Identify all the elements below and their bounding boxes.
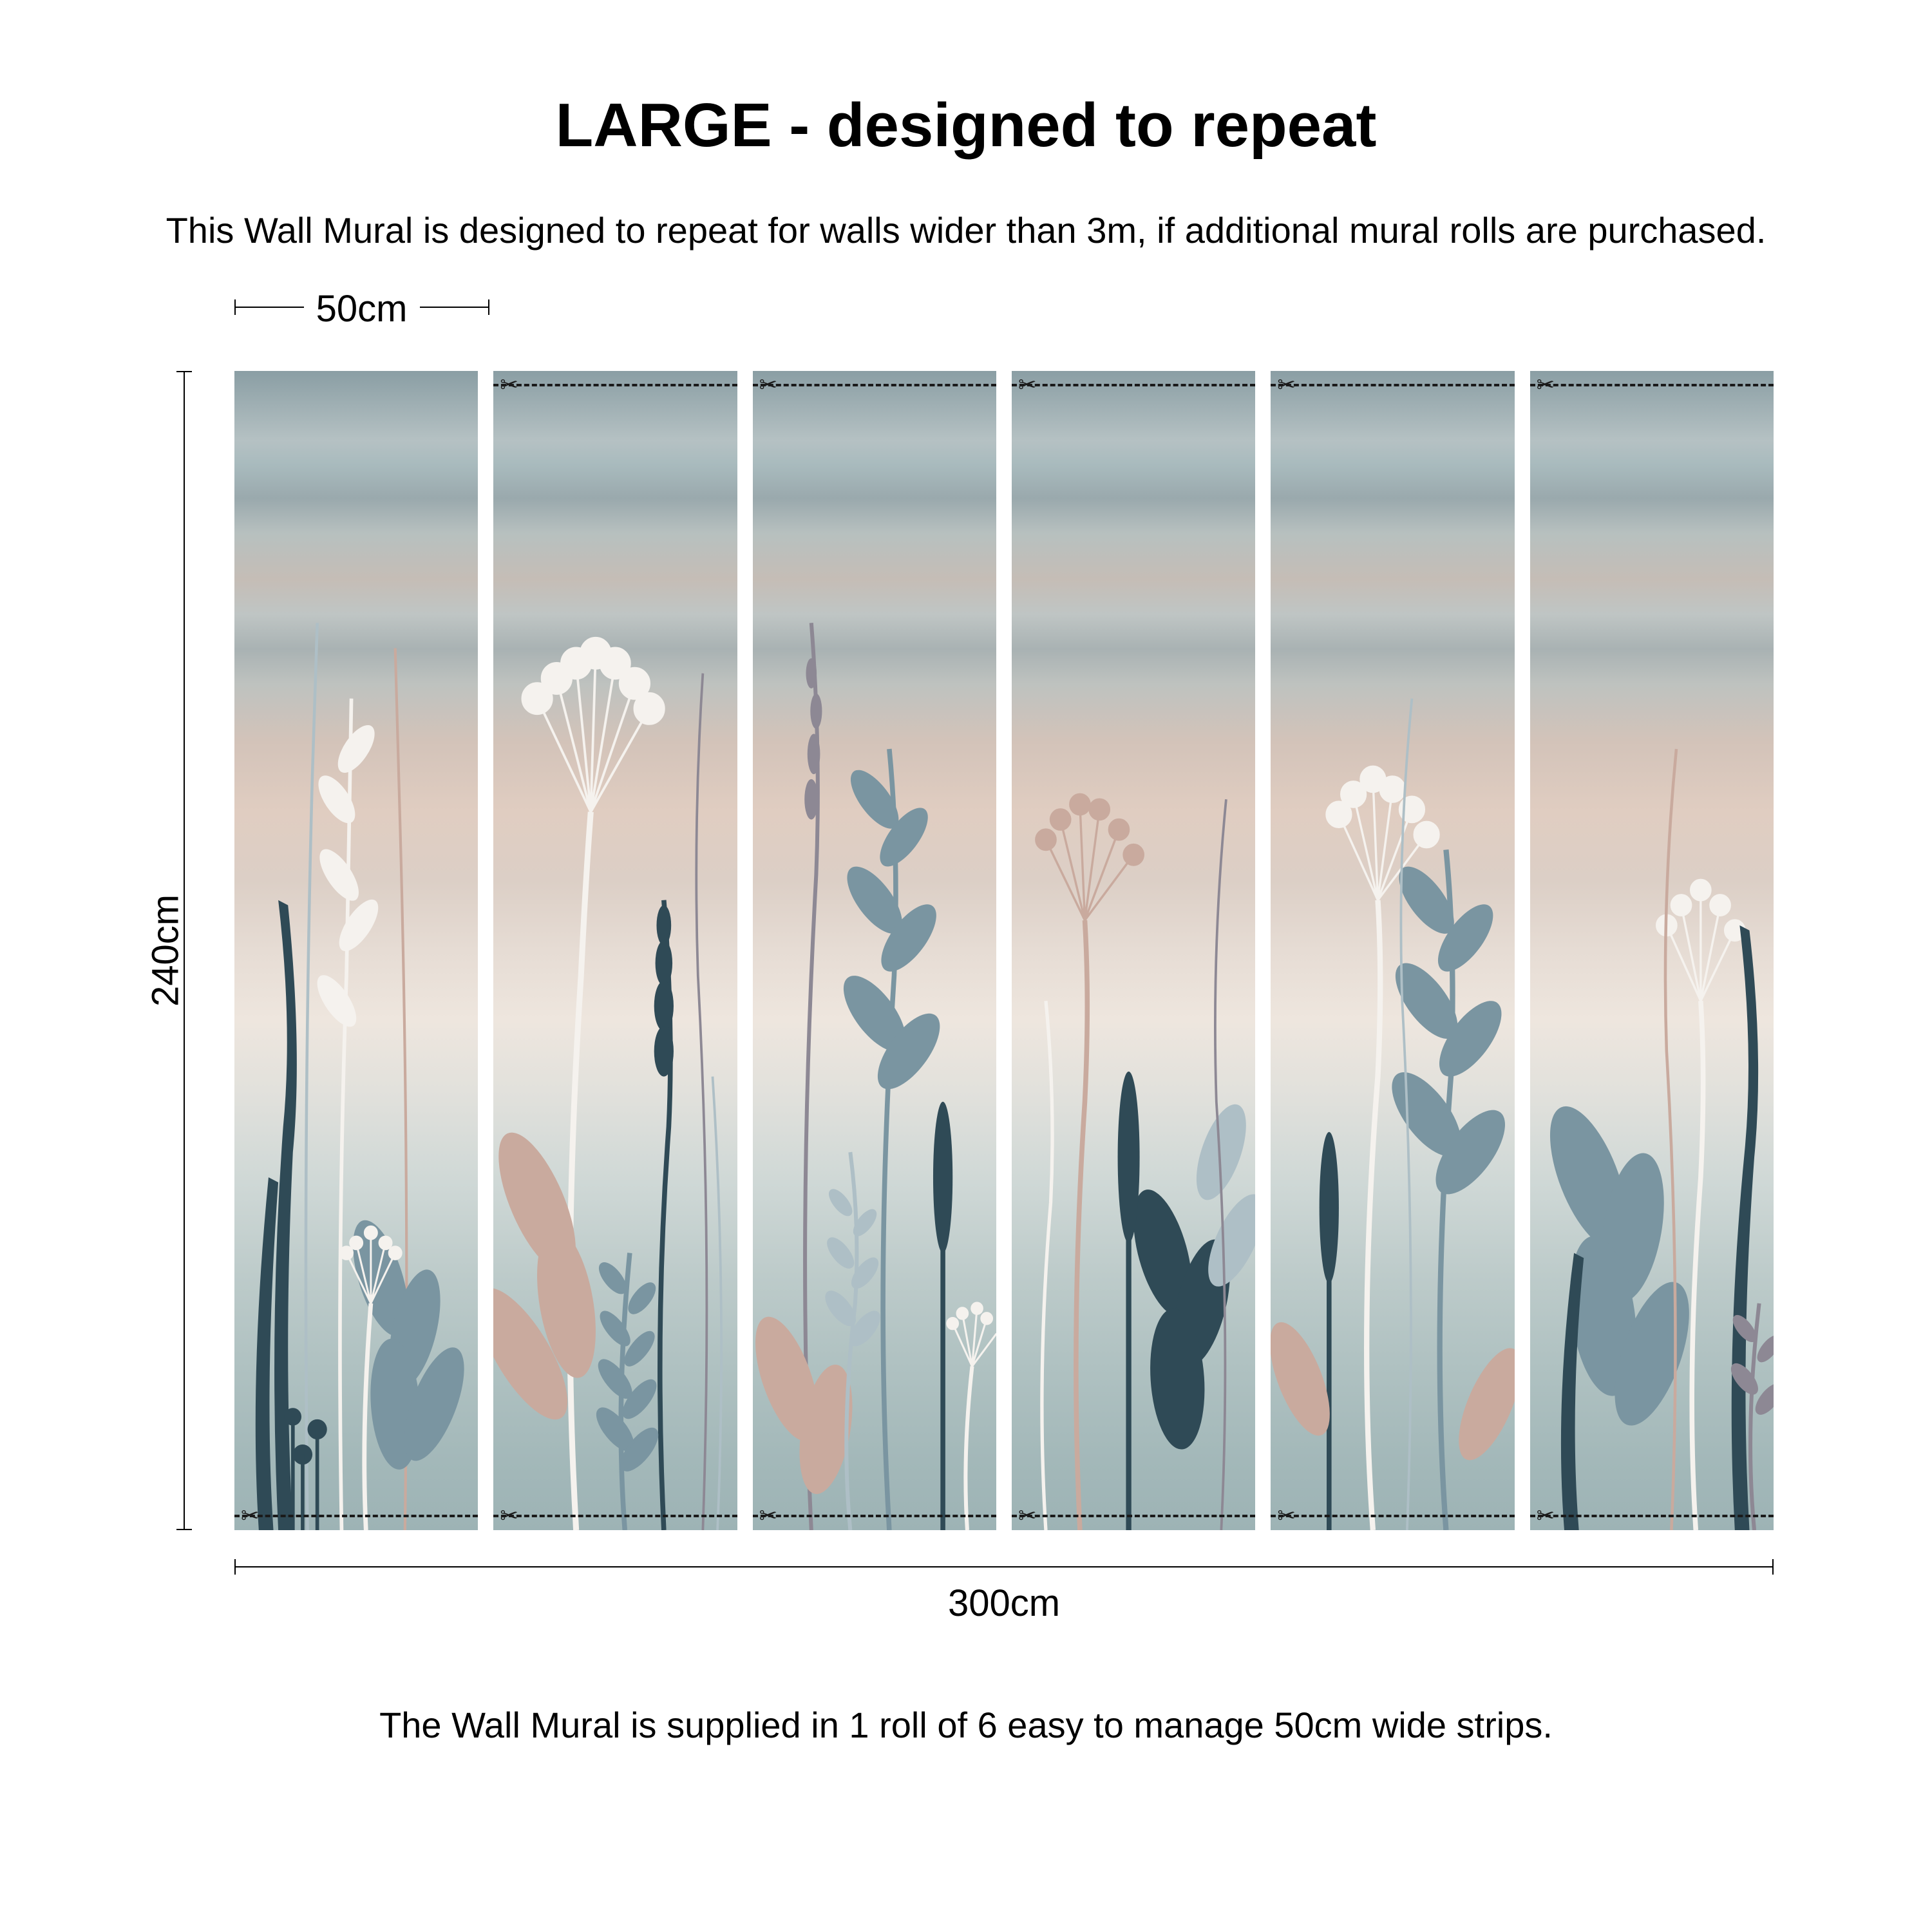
footer-note: The Wall Mural is supplied in 1 roll of … — [379, 1704, 1553, 1746]
botanical-art — [753, 371, 996, 1530]
cut-line-bottom — [1530, 1515, 1774, 1517]
botanical-art — [1271, 371, 1514, 1530]
scissors-icon: ✂ — [759, 1503, 778, 1529]
scissors-icon: ✂ — [1277, 1503, 1296, 1529]
cut-line-bottom — [1012, 1515, 1255, 1517]
page-container: LARGE - designed to repeat This Wall Mur… — [0, 0, 1932, 1932]
dim-300cm-line — [234, 1566, 1774, 1567]
scissors-icon: ✂ — [241, 1503, 260, 1529]
cut-line-bottom — [753, 1515, 996, 1517]
dim-50cm-label: 50cm — [234, 287, 489, 330]
dim-300cm-tick-left — [234, 1559, 236, 1575]
dim-50cm-tick-right — [488, 299, 489, 315]
dim-50cm-line-right — [420, 307, 489, 308]
dim-300cm-label: 300cm — [234, 1582, 1774, 1625]
mural-panels-row: ✂ ✂ — [234, 371, 1774, 1530]
cut-line-bottom — [493, 1515, 737, 1517]
mural-panel: ✂ — [753, 371, 996, 1530]
mural-panel: ✂ — [1530, 371, 1774, 1530]
dim-240cm-label: 240cm — [144, 895, 187, 1007]
page-title: LARGE - designed to repeat — [556, 90, 1377, 161]
mural-panel: ✂ — [234, 371, 478, 1530]
mural-panel: ✂ — [1271, 371, 1514, 1530]
botanical-art — [493, 371, 737, 1530]
cut-line-bottom — [1271, 1515, 1514, 1517]
dim-300cm-tick-right — [1772, 1559, 1774, 1575]
mural-diagram: 50cm 240cm 300cm — [90, 287, 1842, 1672]
botanical-art — [1530, 371, 1774, 1530]
dim-240cm-tick-top — [176, 371, 192, 372]
cut-line-bottom — [234, 1515, 478, 1517]
dim-50cm-tick-left — [234, 299, 236, 315]
dim-240cm-tick-bottom — [176, 1529, 192, 1530]
mural-panel: ✂ — [1012, 371, 1255, 1530]
botanical-art — [1012, 371, 1255, 1530]
page-subtitle: This Wall Mural is designed to repeat fo… — [166, 206, 1766, 255]
mural-panel: ✂ — [493, 371, 737, 1530]
scissors-icon: ✂ — [1018, 1503, 1037, 1529]
scissors-icon: ✂ — [500, 1503, 518, 1529]
scissors-icon: ✂ — [1537, 1503, 1555, 1529]
botanical-art — [234, 371, 478, 1530]
